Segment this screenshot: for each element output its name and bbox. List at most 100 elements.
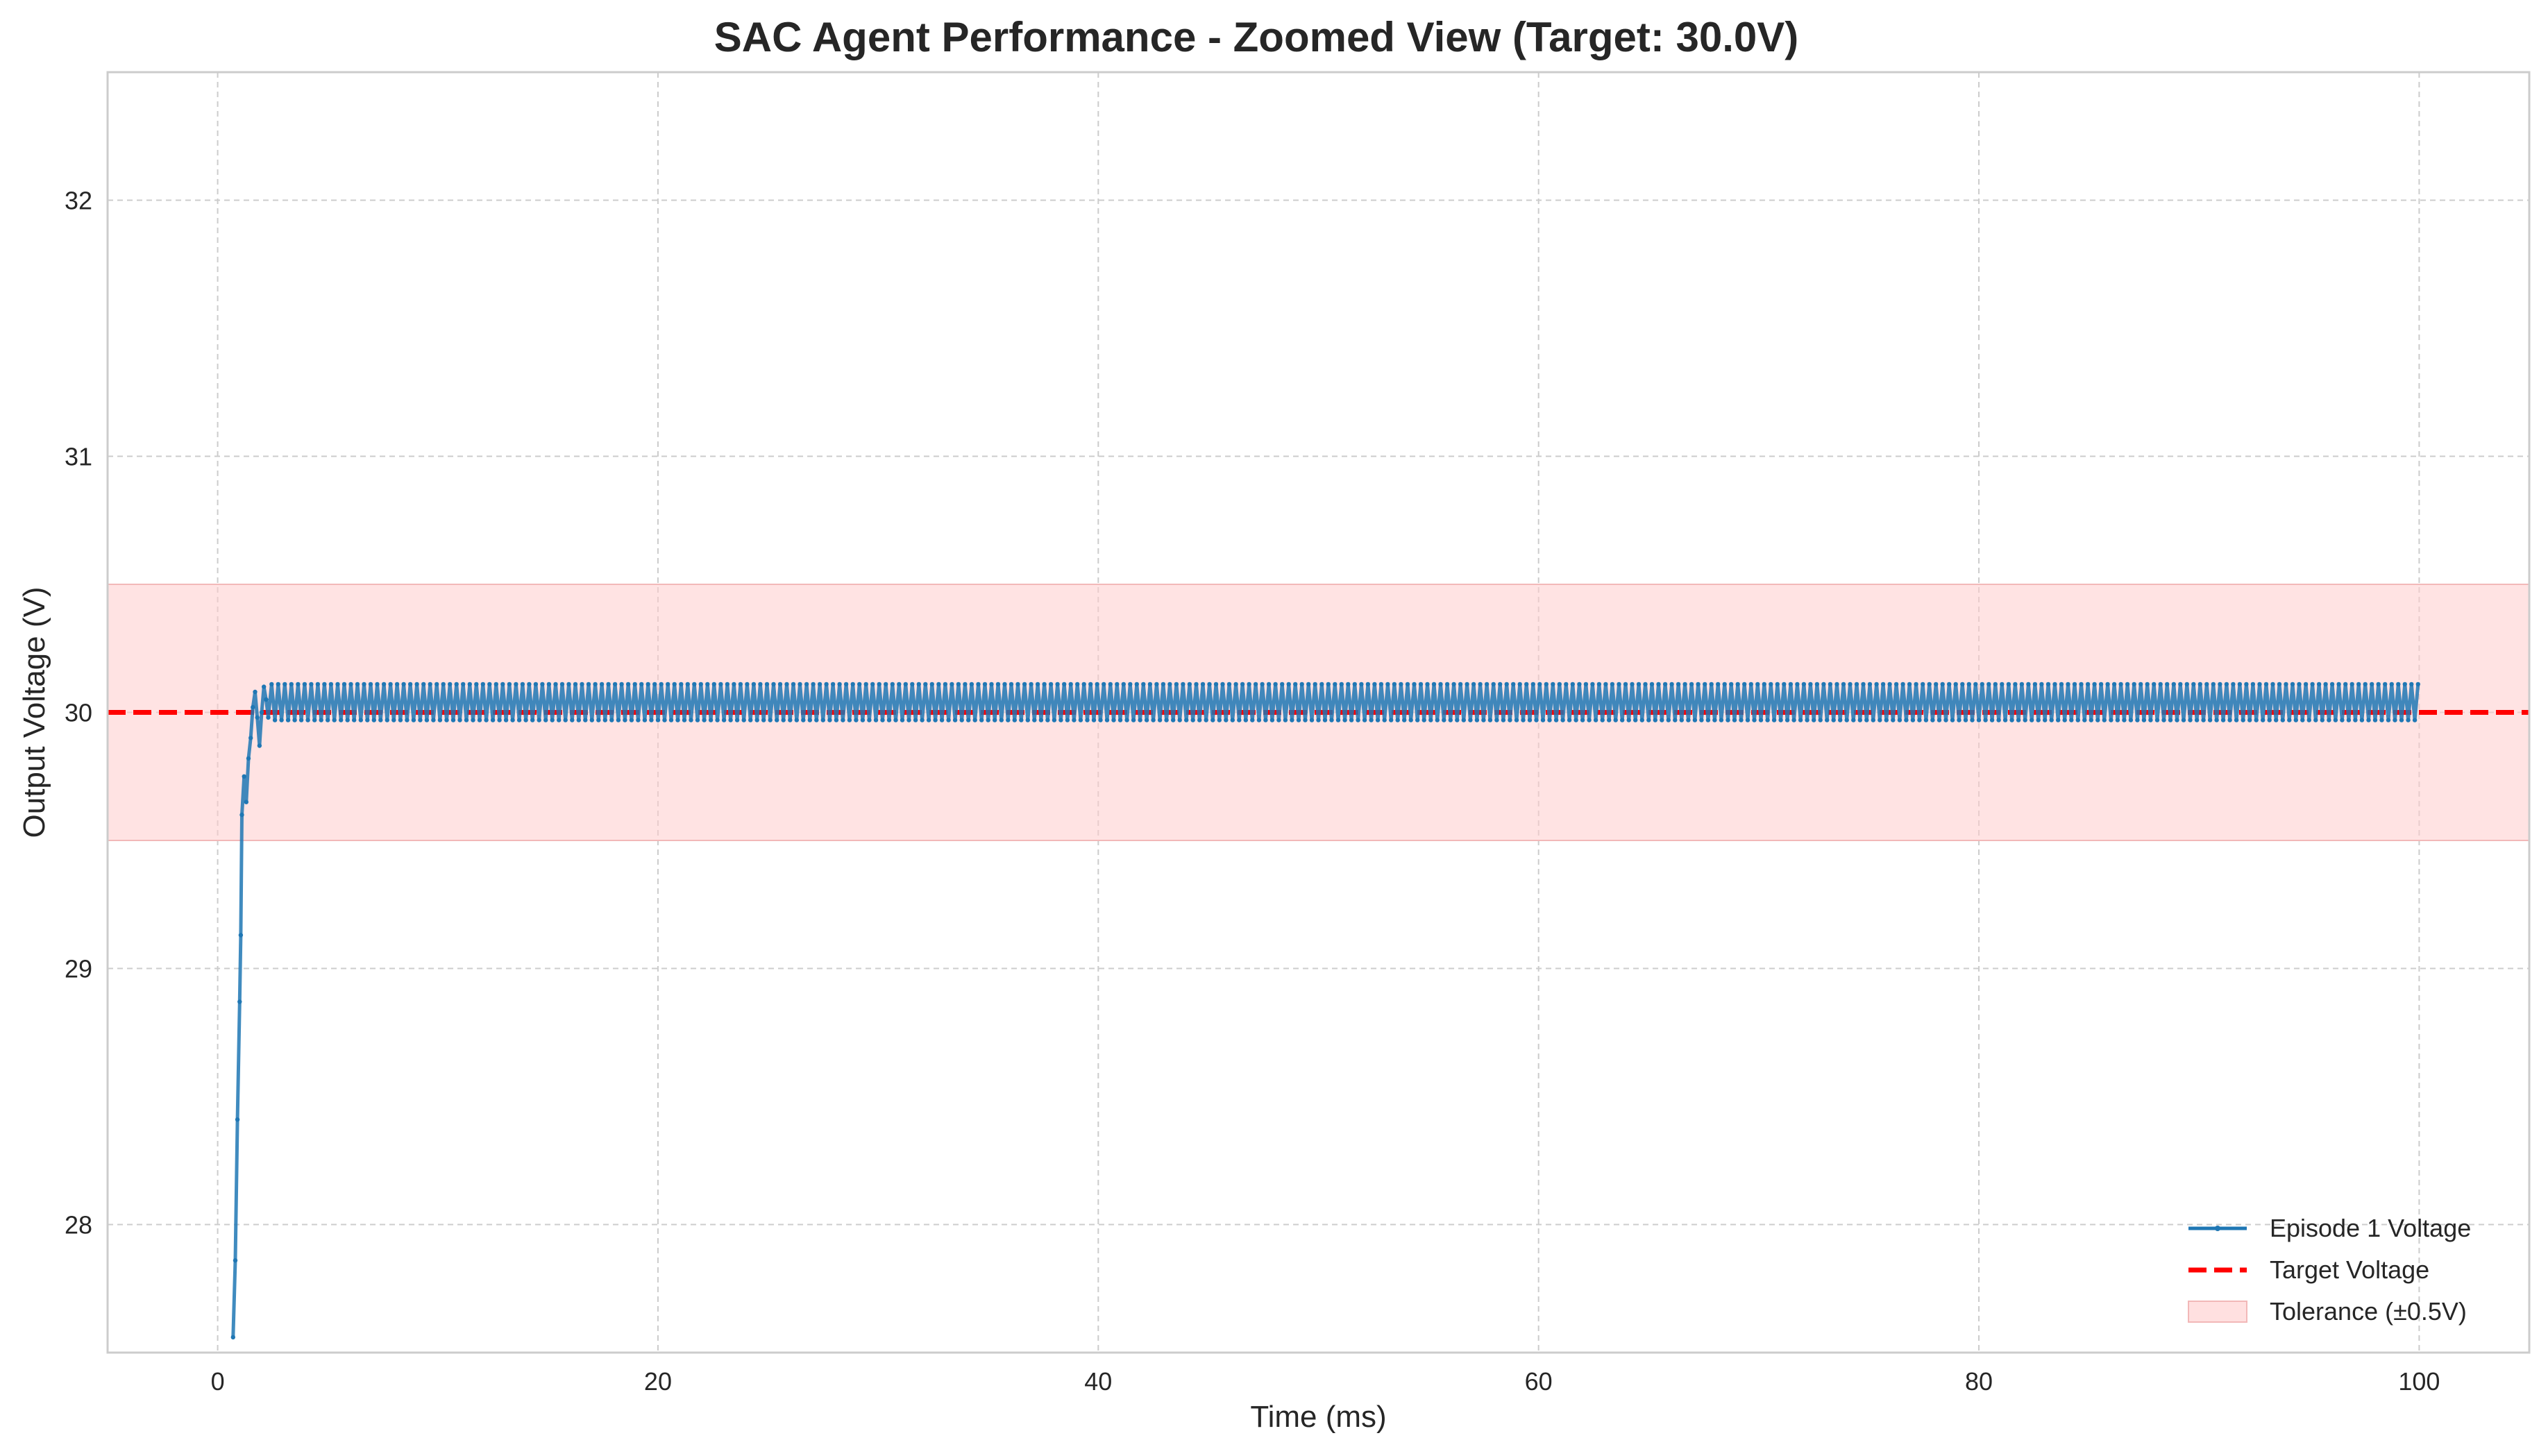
data-point bbox=[424, 718, 430, 722]
data-point bbox=[1177, 718, 1182, 722]
data-point bbox=[484, 718, 489, 722]
data-point bbox=[636, 718, 641, 722]
data-point bbox=[1487, 718, 1493, 722]
data-point bbox=[1573, 718, 1578, 722]
data-point bbox=[1752, 718, 1757, 722]
data-point bbox=[461, 682, 466, 687]
data-point bbox=[1808, 682, 1813, 687]
data-point bbox=[1893, 682, 1899, 687]
data-point bbox=[580, 682, 584, 687]
data-point bbox=[1940, 682, 1945, 687]
data-point bbox=[2303, 682, 2309, 687]
data-point bbox=[1583, 682, 1589, 687]
data-point bbox=[2383, 682, 2388, 687]
data-point bbox=[1897, 718, 1902, 722]
data-point bbox=[497, 718, 502, 722]
data-point bbox=[2389, 682, 2394, 687]
data-point bbox=[557, 718, 562, 722]
data-point bbox=[738, 682, 743, 687]
data-point bbox=[689, 718, 693, 722]
data-point bbox=[2168, 718, 2173, 722]
data-point bbox=[692, 682, 697, 687]
data-point bbox=[1194, 682, 1199, 687]
data-point bbox=[2135, 718, 2140, 722]
data-point bbox=[867, 718, 872, 722]
data-point bbox=[1494, 718, 1499, 722]
data-point bbox=[1910, 718, 1916, 722]
data-point bbox=[1600, 718, 1605, 722]
data-point bbox=[721, 718, 727, 722]
data-point bbox=[365, 718, 370, 722]
data-point bbox=[2287, 718, 2292, 722]
data-point bbox=[2224, 682, 2229, 687]
data-point bbox=[2141, 718, 2147, 722]
data-point bbox=[1762, 682, 1766, 687]
data-point bbox=[322, 682, 327, 687]
data-point bbox=[1204, 718, 1208, 722]
data-point bbox=[1996, 718, 2001, 722]
data-point bbox=[2085, 682, 2091, 687]
x-tick-label: 40 bbox=[1084, 1367, 1112, 1396]
data-point bbox=[1874, 682, 1879, 687]
data-point bbox=[2402, 682, 2407, 687]
data-point bbox=[1421, 718, 1426, 722]
data-point bbox=[285, 718, 291, 722]
data-point bbox=[1851, 718, 1856, 722]
data-point bbox=[2105, 682, 2110, 687]
data-point bbox=[2145, 682, 2150, 687]
data-point bbox=[2030, 718, 2034, 722]
data-point bbox=[1726, 718, 1730, 722]
data-point bbox=[398, 718, 403, 722]
data-point bbox=[2366, 718, 2371, 722]
data-point bbox=[817, 682, 822, 687]
data-point bbox=[1782, 682, 1787, 687]
data-point bbox=[1825, 718, 1830, 722]
data-point bbox=[903, 682, 909, 687]
data-point bbox=[619, 682, 624, 687]
plot-frame bbox=[106, 71, 2531, 1354]
data-point bbox=[1795, 682, 1800, 687]
data-point bbox=[863, 682, 868, 687]
data-point bbox=[264, 697, 269, 702]
data-point bbox=[1131, 718, 1136, 722]
data-point bbox=[1442, 718, 1446, 722]
data-point bbox=[1157, 718, 1163, 722]
data-point bbox=[233, 1258, 238, 1263]
data-point bbox=[2234, 718, 2239, 722]
data-point bbox=[886, 718, 892, 722]
data-point bbox=[877, 682, 881, 687]
data-point bbox=[238, 933, 244, 938]
data-point bbox=[1791, 718, 1796, 722]
data-point bbox=[830, 682, 836, 687]
data-point bbox=[1699, 718, 1704, 722]
data-point bbox=[2075, 718, 2080, 722]
data-point bbox=[1828, 682, 1833, 687]
data-point bbox=[873, 718, 879, 722]
data-point bbox=[966, 718, 971, 722]
data-point bbox=[487, 682, 492, 687]
data-point bbox=[2009, 718, 2014, 722]
data-point bbox=[642, 718, 648, 722]
data-point bbox=[477, 718, 482, 722]
data-point bbox=[328, 682, 334, 687]
data-point bbox=[1032, 718, 1037, 722]
data-point bbox=[2154, 718, 2160, 722]
data-point bbox=[1042, 682, 1047, 687]
data-point bbox=[824, 682, 829, 687]
data-point bbox=[1095, 682, 1099, 687]
legend-label-tolerance: Tolerance (±0.5V) bbox=[2270, 1297, 2467, 1326]
data-point bbox=[2211, 682, 2216, 687]
data-point bbox=[711, 682, 717, 687]
data-point bbox=[2227, 718, 2232, 722]
data-point bbox=[1491, 682, 1496, 687]
data-point bbox=[1646, 718, 1651, 722]
data-point bbox=[1673, 718, 1678, 722]
data-point bbox=[251, 704, 255, 710]
data-point bbox=[2343, 682, 2348, 687]
data-point bbox=[623, 718, 627, 722]
data-point bbox=[900, 718, 905, 722]
data-point bbox=[1801, 682, 1807, 687]
data-point bbox=[2323, 682, 2328, 687]
data-point bbox=[1880, 682, 1886, 687]
data-point bbox=[682, 718, 687, 722]
